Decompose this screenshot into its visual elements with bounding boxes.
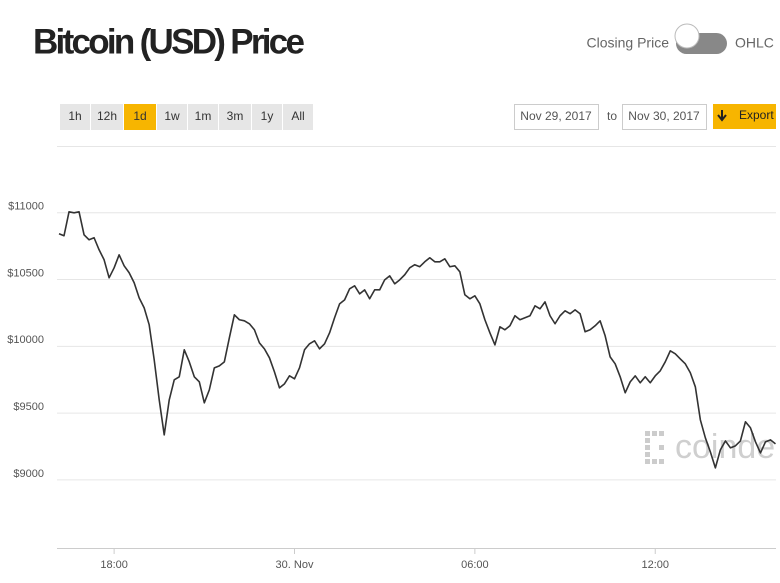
toggle-left-label[interactable]: Closing Price bbox=[587, 35, 670, 51]
toggle-right-label[interactable]: OHLC bbox=[735, 35, 774, 51]
range-button-label[interactable]: 1y bbox=[261, 109, 274, 123]
watermark-icon bbox=[645, 431, 664, 464]
date-to[interactable]: Nov 30, 2017 bbox=[628, 109, 700, 123]
export-button[interactable]: Export bbox=[713, 104, 776, 129]
x-tick-label: 30. Nov bbox=[276, 559, 314, 571]
x-tick-label: 18:00 bbox=[100, 559, 128, 571]
y-tick-label: $11000 bbox=[8, 201, 44, 213]
range-button-label[interactable]: 1m bbox=[195, 109, 212, 123]
range-button[interactable]: 1h bbox=[60, 104, 90, 130]
range-button-label[interactable]: 12h bbox=[97, 109, 117, 123]
y-tick-label: $10000 bbox=[7, 334, 44, 346]
range-button-label[interactable]: 3m bbox=[227, 109, 244, 123]
export-label[interactable]: Export bbox=[739, 108, 774, 122]
date-from[interactable]: Nov 29, 2017 bbox=[520, 109, 592, 123]
y-tick-label: $9500 bbox=[13, 401, 44, 413]
range-button[interactable]: 12h bbox=[91, 104, 123, 130]
range-button-label[interactable]: 1h bbox=[68, 109, 81, 123]
range-button[interactable]: 1w bbox=[157, 104, 187, 130]
range-button-label[interactable]: 1d bbox=[133, 109, 146, 123]
toggle-switch[interactable] bbox=[674, 23, 727, 54]
date-from-input[interactable] bbox=[514, 104, 599, 130]
date-separator: to bbox=[607, 109, 617, 123]
watermark: coindesk bbox=[675, 428, 780, 466]
y-tick-label: $10500 bbox=[7, 267, 44, 279]
range-button[interactable]: All bbox=[283, 104, 313, 130]
plot: $9000 $9500 $10000 $10500 $11000 18:00 30. Nov… bbox=[7, 201, 776, 571]
y-tick-label: $9000 bbox=[13, 468, 44, 480]
range-button-label[interactable]: All bbox=[291, 109, 304, 123]
x-tick-label: 12:00 bbox=[641, 559, 669, 571]
date-to-input[interactable] bbox=[622, 104, 707, 130]
range-button[interactable]: 1y bbox=[252, 104, 282, 130]
range-button[interactable]: 1m bbox=[188, 104, 218, 130]
x-tick-label: 06:00 bbox=[461, 559, 489, 571]
range-button-active[interactable]: 1d bbox=[124, 104, 156, 130]
price-line bbox=[58, 211, 776, 469]
page-title: Bitcoin (USD) Price bbox=[33, 22, 305, 61]
range-button[interactable]: 3m bbox=[219, 104, 251, 130]
range-button-label[interactable]: 1w bbox=[164, 109, 180, 123]
